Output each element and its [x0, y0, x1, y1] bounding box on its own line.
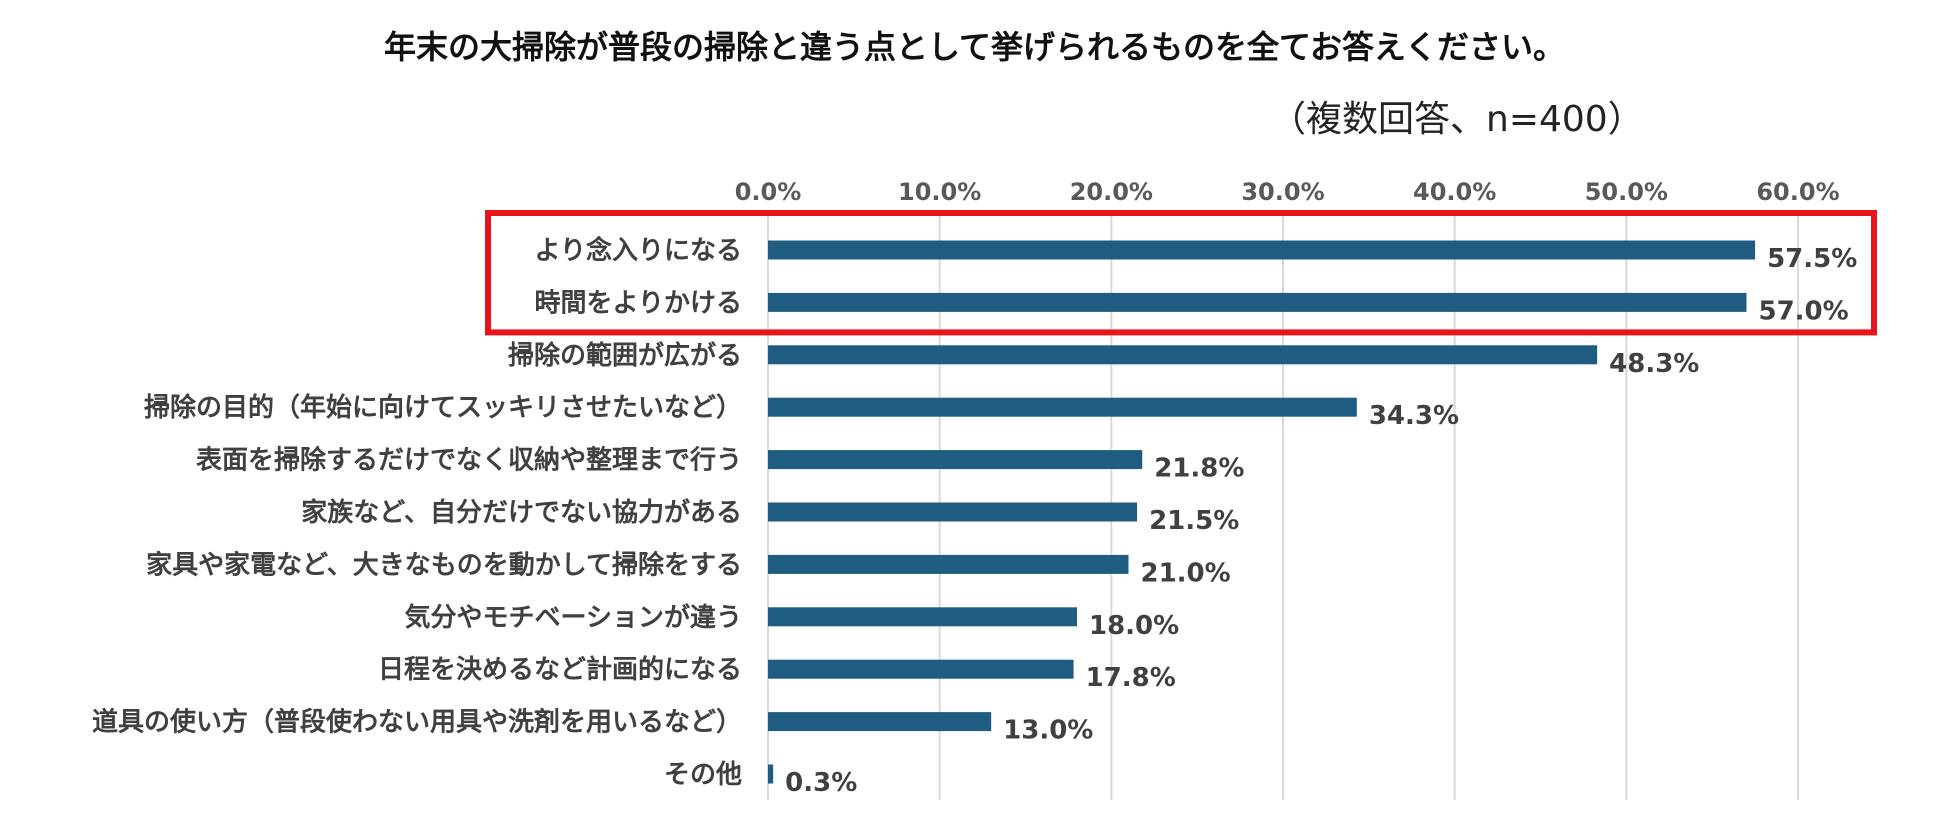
data-label: 21.8%: [1154, 454, 1244, 484]
x-tick-label: 0.0%: [735, 178, 802, 206]
bar: [768, 764, 774, 784]
x-tick-label: 10.0%: [898, 178, 981, 206]
data-label: 17.8%: [1086, 663, 1176, 693]
bar: [768, 554, 1129, 574]
category-label: 時間をよりかける: [535, 288, 742, 318]
category-label: 掃除の目的（年始に向けてスッキリさせたいなど）: [144, 392, 742, 423]
data-label: 18.0%: [1089, 611, 1179, 641]
category-label: 掃除の範囲が広がる: [508, 340, 742, 371]
data-label: 13.0%: [1003, 716, 1093, 746]
bar: [768, 345, 1598, 365]
category-label: 気分やモチベーションが違う: [405, 602, 742, 633]
category-label: 日程を決めるなど計画的になる: [378, 654, 742, 685]
data-label: 21.0%: [1141, 558, 1231, 588]
x-axis-ticks: 0.0% 10.0% 20.0% 30.0% 40.0% 50.0% 60.0%: [735, 178, 1840, 206]
bar: [768, 712, 992, 732]
category-label: 家族など、自分だけでない協力がある: [301, 497, 742, 528]
x-tick-label: 40.0%: [1413, 178, 1496, 206]
category-label: 道具の使い方（普段使わない用具や洗剤を用いるなど）: [92, 707, 742, 738]
bar: [768, 607, 1077, 627]
category-label: その他: [664, 760, 742, 790]
category-label: 表面を掃除するだけでなく収納や整理まで行う: [196, 445, 742, 476]
bar: [768, 240, 1756, 260]
category-label: 家具や家電など、大きなものを動かして掃除をする: [146, 549, 742, 580]
bars: [768, 240, 1756, 784]
data-label: 48.3%: [1609, 349, 1699, 379]
x-tick-label: 50.0%: [1585, 178, 1668, 206]
data-label: 0.3%: [785, 768, 857, 798]
category-label: より念入りになる: [535, 235, 742, 266]
highlight-frame: [485, 210, 1877, 336]
bar: [768, 659, 1074, 679]
data-label: 34.3%: [1369, 401, 1459, 431]
category-labels: より念入りになる時間をよりかける掃除の範囲が広がる掃除の目的（年始に向けてスッキ…: [92, 235, 742, 790]
highlight-box: [485, 210, 1877, 336]
data-label: 57.5%: [1767, 244, 1857, 274]
chart-title: 年末の大掃除が普段の掃除と違う点として挙げられるものを全てお答えください。: [383, 28, 1566, 66]
bar: [768, 292, 1747, 312]
bar: [768, 397, 1357, 417]
data-label: 57.0%: [1759, 296, 1849, 326]
chart-subtitle: （複数回答、n=400）: [1270, 99, 1644, 140]
x-tick-label: 20.0%: [1070, 178, 1153, 206]
bar: [768, 502, 1138, 522]
data-label: 21.5%: [1149, 506, 1239, 536]
x-tick-label: 60.0%: [1756, 178, 1839, 206]
bar: [768, 450, 1143, 470]
value-labels: 57.5% 57.0% 48.3% 34.3% 21.8% 21.5% 21.0% 18.0%…: [785, 244, 1857, 798]
x-tick-label: 30.0%: [1241, 178, 1324, 206]
